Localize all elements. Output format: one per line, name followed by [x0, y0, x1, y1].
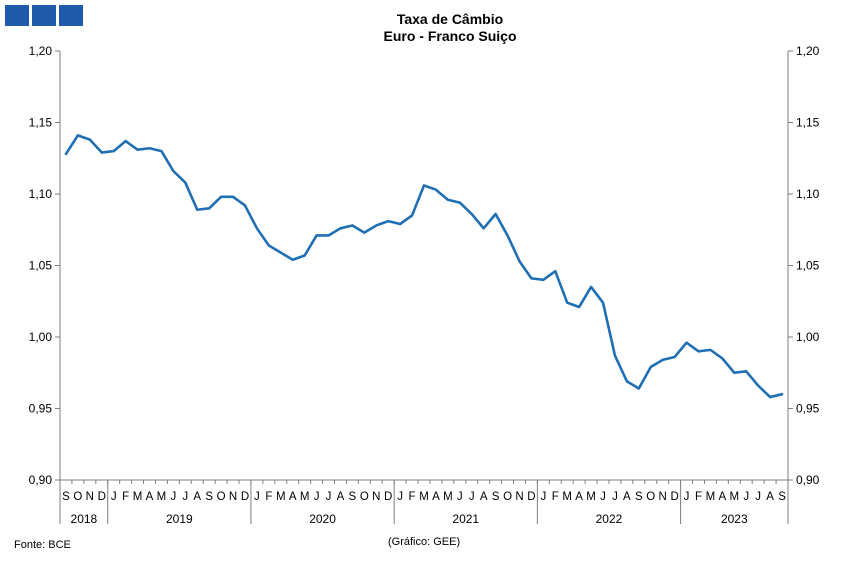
- x-month-label: A: [480, 491, 488, 503]
- x-month-label: M: [300, 491, 310, 503]
- x-month-label: F: [122, 491, 129, 503]
- series-line-eur-chf: [64, 134, 784, 399]
- x-month-label: S: [635, 491, 643, 503]
- x-month-label: O: [360, 491, 369, 503]
- x-month-label: O: [646, 491, 655, 503]
- chart-title: Taxa de Câmbio: [396, 11, 504, 27]
- x-month-label: S: [62, 491, 70, 503]
- x-month-label: M: [157, 491, 167, 503]
- y-tick-label-right: 1,05: [796, 259, 820, 273]
- x-month-label: N: [86, 491, 94, 503]
- x-month-label: D: [241, 491, 249, 503]
- x-month-label: A: [766, 491, 774, 503]
- x-month-label: F: [552, 491, 559, 503]
- y-tick-label-right: 1,20: [796, 44, 820, 58]
- x-month-label: N: [515, 491, 523, 503]
- x-month-label: J: [254, 491, 260, 503]
- x-month-label: D: [670, 491, 678, 503]
- x-month-label: O: [73, 491, 82, 503]
- logo-block: [59, 5, 83, 26]
- x-month-label: J: [755, 491, 761, 503]
- x-month-label: J: [397, 491, 403, 503]
- x-month-label: A: [719, 491, 727, 503]
- x-year-label: 2021: [452, 512, 479, 526]
- x-month-label: S: [349, 491, 357, 503]
- x-month-label: O: [217, 491, 226, 503]
- y-tick-label-right: 1,10: [796, 187, 820, 201]
- chart-subtitle: Euro - Franco Suiço: [383, 28, 517, 44]
- logo: [5, 5, 83, 26]
- x-month-label: J: [684, 491, 690, 503]
- y-tick-label-left: 0,95: [29, 402, 53, 416]
- chart-title-block: Taxa de Câmbio Euro - Franco Suiço: [0, 11, 850, 45]
- x-month-label: J: [111, 491, 117, 503]
- x-year-label: 2022: [596, 512, 623, 526]
- x-month-label: M: [562, 491, 572, 503]
- x-month-label: A: [623, 491, 631, 503]
- x-month-label: O: [503, 491, 512, 503]
- x-month-label: M: [586, 491, 596, 503]
- x-month-label: A: [289, 491, 297, 503]
- x-month-label: M: [133, 491, 143, 503]
- x-month-label: J: [612, 491, 618, 503]
- x-year-label: 2019: [166, 512, 193, 526]
- y-tick-label-right: 0,90: [796, 473, 820, 487]
- logo-block: [32, 5, 56, 26]
- x-month-label: A: [575, 491, 583, 503]
- x-month-label: M: [276, 491, 286, 503]
- x-month-label: J: [457, 491, 463, 503]
- x-month-label: D: [384, 491, 392, 503]
- x-month-label: F: [265, 491, 272, 503]
- x-month-label: D: [527, 491, 535, 503]
- x-month-label: J: [314, 491, 320, 503]
- y-tick-label-right: 0,95: [796, 402, 820, 416]
- x-month-label: J: [540, 491, 546, 503]
- x-month-label: J: [326, 491, 332, 503]
- y-tick-label-left: 1,10: [29, 187, 53, 201]
- x-month-label: S: [778, 491, 786, 503]
- x-year-label: 2018: [71, 512, 98, 526]
- x-month-label: J: [182, 491, 188, 503]
- x-month-label: D: [98, 491, 106, 503]
- x-month-label: J: [469, 491, 475, 503]
- x-year-label: 2023: [721, 512, 748, 526]
- x-month-label: J: [743, 491, 749, 503]
- x-month-label: N: [659, 491, 667, 503]
- x-month-label: M: [443, 491, 453, 503]
- y-tick-label-right: 1,00: [796, 330, 820, 344]
- x-month-label: S: [492, 491, 500, 503]
- x-month-label: M: [419, 491, 429, 503]
- x-month-label: J: [171, 491, 177, 503]
- x-month-label: F: [409, 491, 416, 503]
- x-month-label: N: [372, 491, 380, 503]
- x-month-label: M: [729, 491, 739, 503]
- logo-block: [5, 5, 29, 26]
- y-tick-label-left: 1,20: [29, 44, 53, 58]
- chart-credit: (Gráfico: GEE): [388, 536, 461, 548]
- y-tick-label-right: 1,15: [796, 116, 820, 130]
- x-month-label: A: [337, 491, 345, 503]
- x-month-label: F: [695, 491, 702, 503]
- y-tick-label-left: 1,15: [29, 116, 53, 130]
- x-month-label: A: [146, 491, 154, 503]
- x-month-label: M: [706, 491, 716, 503]
- x-month-label: J: [600, 491, 606, 503]
- y-tick-label-left: 1,00: [29, 330, 53, 344]
- x-year-label: 2020: [309, 512, 336, 526]
- y-tick-label-left: 1,05: [29, 259, 53, 273]
- x-month-label: N: [229, 491, 237, 503]
- x-month-label: A: [432, 491, 440, 503]
- x-month-label: A: [193, 491, 201, 503]
- source-note: Fonte: BCE: [14, 539, 71, 551]
- y-tick-label-left: 0,90: [29, 473, 53, 487]
- x-month-label: S: [205, 491, 213, 503]
